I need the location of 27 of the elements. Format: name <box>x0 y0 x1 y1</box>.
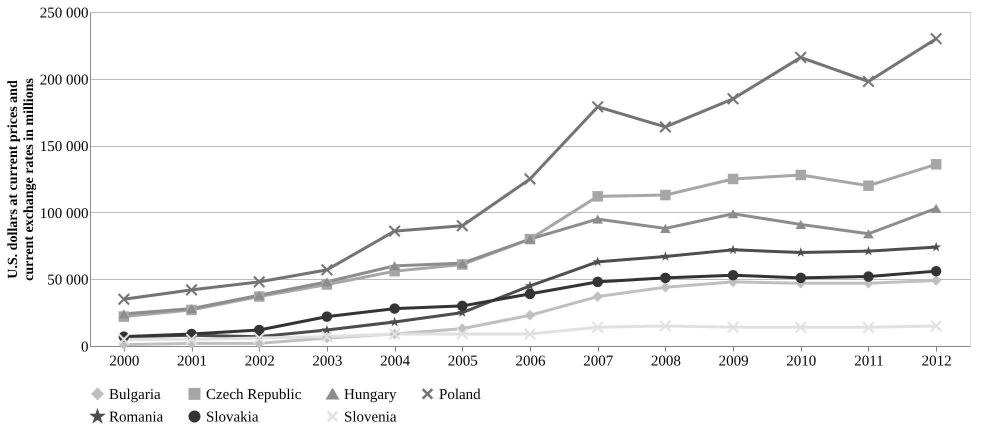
legend-label: Slovenia <box>344 410 397 426</box>
legend-label: Romania <box>109 410 164 426</box>
y-tick-label: 100 000 <box>40 206 88 222</box>
legend-label: Hungary <box>344 387 397 404</box>
x-tick-label: 2003 <box>312 354 342 370</box>
y-tick-label: 150 000 <box>40 139 88 156</box>
legend-label: Bulgaria <box>109 386 161 403</box>
x-tick-label: 2005 <box>448 354 478 370</box>
y-tick-label: 50 000 <box>47 272 88 289</box>
x-tick-label: 2012 <box>922 354 952 370</box>
x-tick-label: 2010 <box>786 354 816 370</box>
y-tick-label: 0 <box>81 340 88 356</box>
x-tick-label: 2009 <box>718 354 749 370</box>
x-tick-label: 2007 <box>583 354 614 370</box>
x-tick-label: 2001 <box>177 354 208 370</box>
y-tick-label: 250 000 <box>40 6 88 22</box>
x-tick-label: 2004 <box>380 354 411 370</box>
x-tick-label: 2000 <box>109 354 140 370</box>
legend-label: Czech Republic <box>206 386 302 403</box>
y-axis-title: U.S. dollars at current prices and current exchange rates in millions <box>6 78 37 281</box>
legend-label: Poland <box>439 386 482 403</box>
x-tick-label: 2011 <box>854 354 884 370</box>
x-tick-label: 2008 <box>650 354 681 370</box>
y-tick-label: 200 000 <box>40 72 88 88</box>
x-tick-label: 2006 <box>516 354 546 370</box>
x-tick-label: 2002 <box>244 354 275 370</box>
legend-label: Slovakia <box>206 410 259 426</box>
